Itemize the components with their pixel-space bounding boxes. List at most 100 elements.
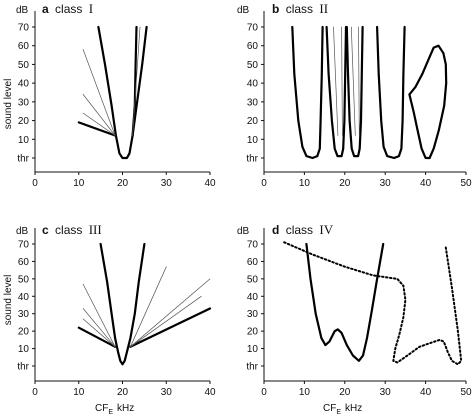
panel-c-x-tick-label: 20 — [117, 387, 129, 398]
panel-d: d class IV dB thr 10 20 30 40 50 60 70 0 10 20 30 4… — [237, 222, 472, 398]
panel-b-y-unit: dB — [237, 5, 250, 16]
panel-c-series-thin-line — [82, 283, 116, 348]
x-axis-label-left: CFE kHz — [95, 403, 134, 416]
panel-a-y-tick-label: 60 — [18, 41, 30, 52]
panel-b: b class II dB thr 10 20 30 40 50 60 70 0 10 20 30 4… — [237, 1, 472, 189]
panel-c-y-tick-label: 30 — [18, 309, 30, 320]
panel-d-class-word: class — [286, 223, 313, 237]
panel-c-y-tick-label: 60 — [18, 257, 30, 268]
panel-c-y-unit: dB — [16, 226, 29, 237]
panel-a-y-tick-label: thr — [17, 154, 29, 165]
panel-b-y-tick-label: 50 — [247, 60, 259, 71]
panel-c-series — [77, 242, 212, 366]
panel-a-series-thin-line — [82, 112, 116, 136]
panel-c-series-thick-line — [129, 307, 212, 348]
panel-b-x-tick-label: 20 — [339, 178, 351, 189]
panel-b-series-thick-line — [376, 25, 406, 160]
panel-d-x-tick-label: 40 — [420, 387, 432, 398]
panel-b-series-thick-line — [325, 25, 348, 158]
panel-b-series-thick-line — [408, 44, 448, 160]
panel-a-series-thick-line — [77, 121, 117, 137]
panel-a-series-thin-line — [82, 94, 116, 136]
panel-a-title: a class I — [42, 1, 93, 16]
panel-c-series-thin-line — [82, 318, 116, 348]
panel-d-title: d class IV — [272, 222, 334, 237]
x-axis-label-right-sub: E — [336, 409, 341, 416]
panel-d-y-tick-label: thr — [246, 362, 258, 373]
panel-a-y-tick-label: 40 — [18, 79, 30, 90]
panel-d-y-tick-label: 10 — [247, 344, 259, 355]
panel-b-series-thin-line — [333, 26, 339, 136]
panel-c-letter: c — [42, 223, 49, 237]
panel-b-series-thin-line — [341, 26, 343, 136]
panel-b-y-tick-label: 40 — [247, 79, 259, 90]
panel-b-letter: b — [272, 2, 279, 16]
panel-a-axes — [34, 11, 210, 173]
panel-b-x-tick-label: 0 — [261, 178, 267, 189]
panel-b-y-tick-label: 60 — [247, 41, 259, 52]
panel-c-y-tick-label: 70 — [18, 240, 30, 251]
panel-a-x-tick-label: 10 — [73, 178, 85, 189]
panel-d-x-tick-label: 10 — [299, 387, 311, 398]
panel-b-series-thin-line — [350, 26, 356, 136]
panel-d-y-tick-label: 70 — [247, 240, 259, 251]
panel-c-y-tick-label: thr — [17, 362, 29, 373]
panel-c-series-thick-line — [99, 242, 146, 366]
panel-a-y-tick-label: 10 — [18, 135, 30, 146]
panel-b-x-tick-label: 50 — [460, 178, 472, 189]
panel-b-series-thin-line — [358, 26, 360, 136]
panel-a-series — [77, 25, 148, 160]
panel-b-class-word: class — [286, 2, 313, 16]
panel-b-y-tick-label: thr — [246, 154, 258, 165]
panel-d-x-tick-label: 50 — [460, 387, 472, 398]
x-axis-label-right-unit: kHz — [345, 403, 362, 414]
panel-b-y-tick-label: 30 — [247, 97, 259, 108]
panel-b-series-thick-line — [345, 25, 364, 158]
panel-b-y-tick-label: 70 — [247, 23, 259, 34]
panel-b-series-thick-line — [291, 25, 324, 160]
panel-c-x-ticks: 0 10 20 30 40 — [32, 381, 216, 398]
panel-b-y-tick-label: 10 — [247, 135, 259, 146]
panel-a-x-ticks: 0 10 20 30 40 — [32, 172, 216, 189]
panel-a: a class I dB thr 10 20 30 40 50 60 70 0 10 20 30 40 — [16, 1, 216, 189]
panel-a-y-tick-label: 50 — [18, 60, 30, 71]
panel-d-y-tick-label: 60 — [247, 257, 259, 268]
panel-b-axes — [263, 11, 466, 173]
panel-b-x-tick-label: 10 — [299, 178, 311, 189]
y-axis-label-top: sound level — [3, 79, 14, 130]
panel-c-series-thin-line — [130, 295, 202, 348]
panel-b-y-ticks: thr 10 20 30 40 50 60 70 — [246, 23, 264, 165]
panel-a-y-unit: dB — [16, 5, 29, 16]
panel-d-x-tick-label: 20 — [339, 387, 351, 398]
panel-d-y-tick-label: 50 — [247, 274, 259, 285]
x-axis-label-left-sub: E — [108, 409, 113, 416]
panel-d-y-tick-label: 20 — [247, 327, 259, 338]
panel-c-y-tick-label: 50 — [18, 274, 30, 285]
panel-d-y-tick-label: 30 — [247, 309, 259, 320]
panel-c-x-tick-label: 0 — [32, 387, 38, 398]
x-axis-label-right-main: CF — [323, 403, 336, 414]
panel-a-series-thin-line — [132, 26, 141, 136]
panel-d-series — [283, 241, 463, 366]
panel-c-series-thick-line — [77, 326, 117, 348]
panel-c-y-ticks: thr 10 20 30 40 50 60 70 — [17, 240, 35, 373]
panel-a-y-tick-label: 20 — [18, 116, 30, 127]
panel-c-class-word: class — [55, 223, 82, 237]
panel-d-x-ticks: 0 10 20 30 40 50 — [261, 381, 472, 398]
panel-b-x-tick-label: 30 — [380, 178, 392, 189]
panel-a-series-thin-line — [82, 49, 116, 136]
panel-b-class-roman: II — [319, 1, 328, 16]
panel-c-title: c class III — [42, 222, 102, 237]
panel-a-series-thick-line — [131, 25, 148, 137]
panel-c: c class III dB thr 10 20 30 40 50 60 70 0 10 20 30… — [16, 222, 216, 398]
panel-d-x-tick-label: 30 — [380, 387, 392, 398]
y-axis-label-bottom: sound level — [3, 275, 14, 326]
panel-d-y-unit: dB — [237, 226, 250, 237]
panel-d-x-tick-label: 0 — [261, 387, 267, 398]
panel-a-series-thick-line — [97, 25, 138, 160]
panel-d-y-ticks: thr 10 20 30 40 50 60 70 — [246, 240, 264, 373]
panel-c-series-thin-line — [82, 308, 116, 348]
panel-c-y-tick-label: 20 — [18, 327, 30, 338]
panel-a-class-word: class — [55, 2, 82, 16]
